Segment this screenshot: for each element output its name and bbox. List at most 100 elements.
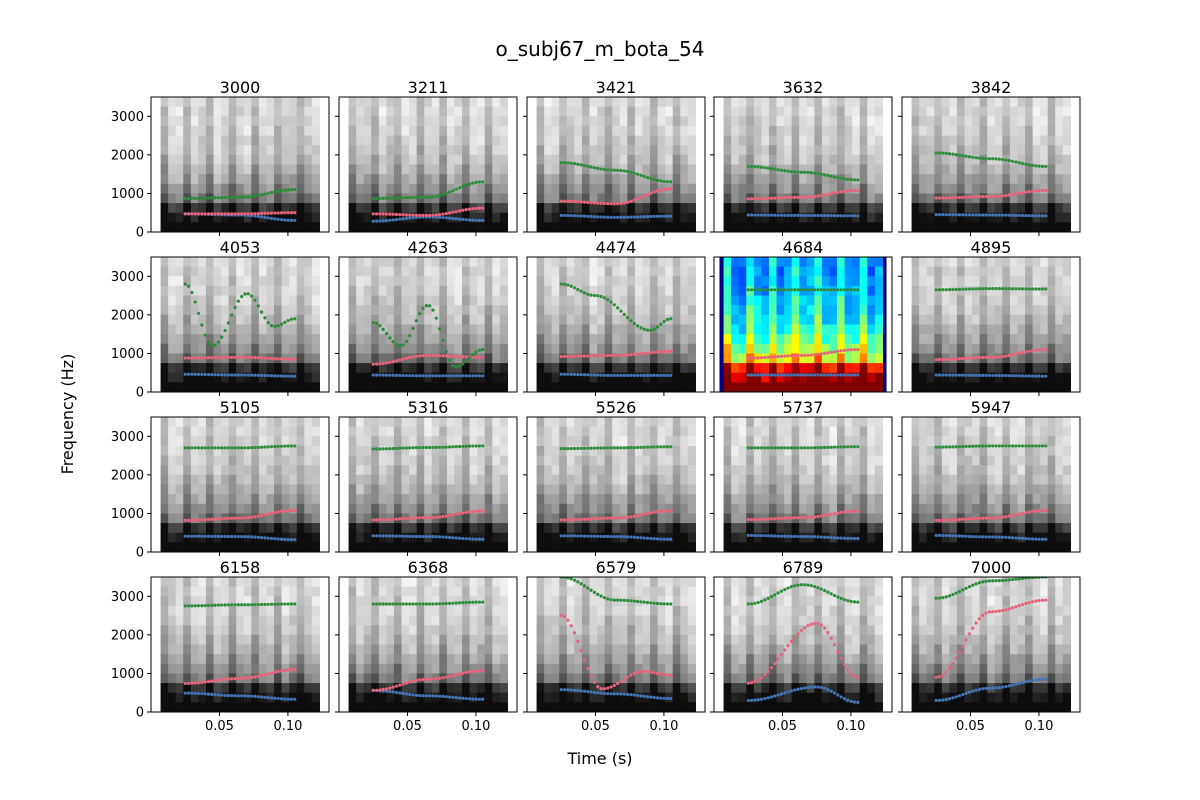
f1-point bbox=[799, 534, 803, 539]
f3-point bbox=[967, 585, 972, 589]
f2-point bbox=[394, 359, 399, 363]
f2-point bbox=[783, 354, 787, 358]
f2-point bbox=[773, 661, 777, 666]
y-tick-label: 3000 bbox=[111, 270, 144, 285]
f1-point bbox=[566, 688, 570, 692]
f3-point bbox=[451, 364, 455, 368]
f3-point bbox=[213, 196, 217, 200]
f3-point bbox=[233, 195, 237, 199]
formant-f2-track bbox=[934, 188, 1048, 200]
f3-point bbox=[803, 446, 807, 450]
f1-point bbox=[253, 214, 257, 218]
y-tick-label: 0 bbox=[136, 226, 144, 241]
f2-point bbox=[937, 196, 942, 200]
f2-point bbox=[408, 516, 412, 520]
f3-point bbox=[226, 603, 230, 607]
formant-f2-track bbox=[183, 667, 297, 686]
f3-point bbox=[566, 577, 570, 580]
f1-point bbox=[984, 535, 988, 539]
f1-point bbox=[559, 534, 563, 538]
f2-point bbox=[612, 516, 616, 520]
f2-point bbox=[226, 355, 230, 359]
f2-point bbox=[786, 195, 790, 200]
f1-point bbox=[293, 538, 297, 542]
f2-point bbox=[635, 352, 640, 356]
f2-point bbox=[596, 516, 600, 521]
f1-point bbox=[803, 534, 807, 539]
f3-point bbox=[596, 446, 600, 450]
f2-point bbox=[471, 207, 475, 211]
f2-point bbox=[424, 213, 428, 218]
panel-title: 5737 bbox=[783, 398, 824, 417]
f2-point bbox=[659, 350, 663, 354]
f1-point bbox=[206, 692, 211, 696]
f1-point bbox=[1020, 681, 1025, 685]
f1-point bbox=[619, 373, 623, 378]
f3-point bbox=[759, 446, 764, 450]
f2-point bbox=[293, 667, 297, 672]
f3-point bbox=[994, 287, 998, 291]
f1-point bbox=[856, 536, 860, 541]
f3-point bbox=[474, 444, 478, 448]
f3-point bbox=[559, 282, 563, 286]
f3-point bbox=[210, 343, 214, 348]
f1-point bbox=[210, 373, 214, 377]
f2-point bbox=[398, 213, 402, 217]
formant-f1-track bbox=[371, 373, 485, 378]
f1-point bbox=[230, 694, 234, 698]
f2-point bbox=[569, 518, 573, 522]
f2-point bbox=[286, 509, 290, 513]
f2-point bbox=[283, 211, 287, 215]
f3-point bbox=[642, 327, 646, 331]
f3-point bbox=[193, 196, 197, 200]
f1-point bbox=[971, 213, 975, 217]
f2-point bbox=[263, 673, 267, 677]
f3-point bbox=[1044, 164, 1048, 169]
f1-point bbox=[639, 694, 643, 698]
f1-point bbox=[1034, 678, 1038, 682]
f3-point bbox=[1017, 577, 1021, 581]
f1-point bbox=[635, 373, 640, 378]
f1-point bbox=[789, 534, 793, 539]
f3-point bbox=[749, 602, 754, 606]
f2-point bbox=[971, 626, 975, 630]
f2-point bbox=[461, 355, 465, 359]
f2-point bbox=[967, 517, 972, 521]
f1-point bbox=[669, 373, 673, 378]
f2-point bbox=[474, 355, 478, 359]
f1-point bbox=[803, 213, 807, 218]
f1-point bbox=[759, 373, 764, 377]
f2-point bbox=[414, 213, 418, 217]
f1-point bbox=[582, 373, 587, 377]
f1-point bbox=[981, 373, 985, 377]
f2-point bbox=[836, 649, 840, 654]
f2-point bbox=[635, 197, 640, 201]
f1-point bbox=[206, 534, 211, 538]
f1-point bbox=[263, 536, 267, 540]
y-tick-label: 1000 bbox=[111, 347, 144, 362]
f2-point bbox=[1044, 347, 1048, 352]
f2-point bbox=[602, 353, 606, 358]
f2-point bbox=[1010, 353, 1015, 357]
f3-point bbox=[233, 603, 237, 607]
f1-point bbox=[233, 373, 237, 377]
f3-point bbox=[579, 163, 583, 167]
formant-f2-track bbox=[559, 349, 673, 359]
f2-point bbox=[665, 187, 670, 191]
f1-point bbox=[183, 372, 187, 376]
f2-point bbox=[799, 628, 803, 633]
f3-point bbox=[809, 446, 813, 450]
formant-f3-track bbox=[934, 444, 1048, 449]
f3-point bbox=[779, 446, 784, 450]
f3-point bbox=[602, 296, 606, 300]
f1-point bbox=[477, 697, 482, 701]
f1-point bbox=[216, 693, 221, 697]
f3-point bbox=[783, 587, 787, 592]
f2-point bbox=[240, 516, 244, 520]
f1-point bbox=[371, 219, 375, 223]
f3-point bbox=[471, 444, 475, 448]
f1-point bbox=[243, 694, 247, 698]
f3-point bbox=[783, 446, 787, 450]
